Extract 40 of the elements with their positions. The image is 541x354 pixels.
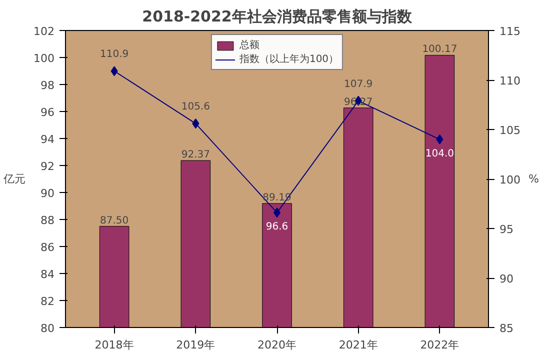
x-tick-label: 2020年 [258,338,297,352]
data-label: 87.50 [100,215,129,226]
point [110,66,118,76]
y2-tick-label: 90 [500,272,514,286]
y2-tick-label: 105 [500,124,520,137]
point [192,118,200,129]
y-axis-title: 亿元 [2,172,26,186]
data-label: 100.17 [422,44,458,56]
y2-tick-label: 85 [500,322,514,335]
data-label: 110.9 [100,49,129,60]
y-tick-label: 90 [40,187,55,200]
x-tick-label: 2022年 [420,338,460,352]
x-tick-label: 2019年 [176,338,216,352]
x-tick-label: 2021年 [338,338,378,352]
data-label: 96.6 [266,222,288,233]
legend-label: 指数（以上年为100） [239,52,339,66]
data-label: 104.0 [425,148,454,160]
y2-tick-label: 100 [500,174,520,186]
point [436,134,444,144]
y-tick-label: 80 [40,322,55,335]
data-label: 105.6 [181,102,210,113]
y-tick-label: 82 [40,295,55,308]
y-tick-label: 86 [40,241,55,254]
x-tick-label: 2018年 [94,338,134,352]
y-tick-label: 96 [40,106,55,119]
y-tick-label: 84 [40,268,55,281]
y-tick-label: 98 [40,79,55,92]
y2-tick-label: 95 [500,223,514,236]
chart-title: 2018-2022年社会消费品零售额与指数 [142,8,413,26]
y2-tick-label: 115 [500,25,520,38]
y-tick-label: 88 [40,214,55,227]
y-tick-label: 92 [40,160,55,173]
y-tick-label: 94 [40,133,55,146]
y2-axis-title: % [528,172,539,186]
legend-label: 总额 [239,38,260,52]
data-label: 107.9 [344,78,373,90]
y-tick-label: 100 [34,52,55,65]
y2-tick-label: 110 [500,74,520,88]
data-label: 92.37 [181,150,210,161]
y-tick-label: 102 [34,25,55,38]
